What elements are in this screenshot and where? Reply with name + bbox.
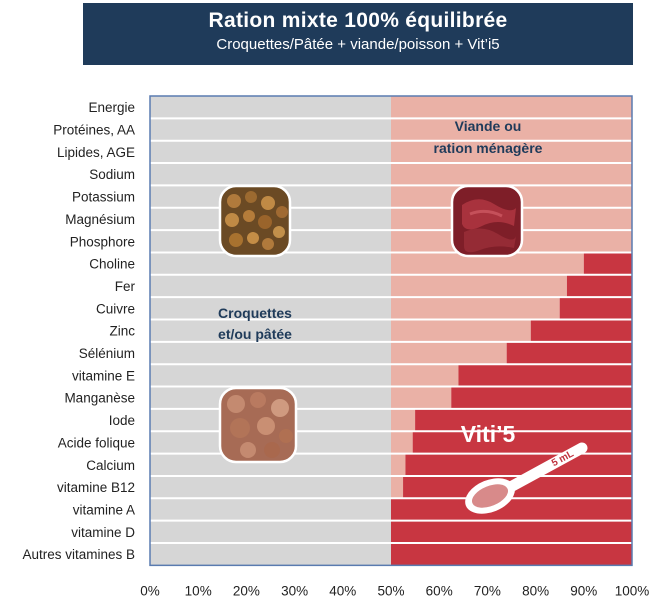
x-tick-label-1: 0%	[140, 583, 160, 598]
bar-segment-viande-3	[391, 140, 632, 164]
bar-segment-viti-15	[415, 408, 632, 432]
annotation-viande-line2: ration ménagère	[434, 140, 543, 156]
bar-segment-viande-18	[391, 475, 404, 499]
bar-segment-croquettes-10	[150, 297, 391, 320]
row-label-15: Iode	[109, 413, 135, 428]
row-label-3: Lipides, AGE	[57, 145, 135, 160]
bar-segment-viande-15	[391, 408, 416, 432]
bar-segment-viande-11	[391, 319, 531, 342]
annotation-croquettes-line2: et/ou pâtée	[218, 326, 292, 342]
bar-segment-croquettes-18	[150, 475, 391, 499]
row-label-17: Calcium	[86, 458, 135, 473]
bar-segment-croquettes-9	[150, 274, 391, 298]
bar-segment-croquettes-2	[150, 118, 391, 141]
bar-segment-croquettes-13	[150, 364, 391, 387]
title-banner: Ration mixte 100% équilibrée Croquettes/…	[83, 3, 633, 65]
row-label-21: Autres vitamines B	[22, 547, 135, 562]
bar-segment-croquettes-19	[150, 498, 391, 521]
row-label-20: vitamine D	[71, 525, 135, 540]
bar-segment-viti-11	[530, 319, 632, 342]
plot-frame	[149, 95, 633, 567]
row-label-1: Energie	[88, 100, 135, 115]
x-tick-label-11: 100%	[615, 583, 650, 598]
bar-segment-viti-13	[458, 364, 632, 387]
row-label-2: Protéines, AA	[53, 123, 135, 138]
bar-segment-viande-8	[391, 252, 584, 275]
row-label-14: Manganèse	[64, 391, 135, 406]
annotation-viande-line1: Viande ou	[455, 118, 522, 134]
bar-segment-viande-14	[391, 386, 452, 409]
row-label-4: Sodium	[89, 167, 135, 182]
bar-segment-viande-9	[391, 274, 567, 298]
bar-segment-viande-4	[391, 163, 632, 186]
chart-subtitle: Croquettes/Pâtée + viande/poisson + Vit’…	[216, 36, 500, 53]
row-label-19: vitamine A	[73, 502, 135, 517]
annotation-croquettes-line1: Croquettes	[218, 305, 292, 321]
x-tick-label-6: 50%	[377, 583, 404, 598]
bar-segment-viti-10	[559, 297, 632, 320]
x-tick-label-4: 30%	[281, 583, 308, 598]
bar-segment-viande-1	[391, 96, 632, 119]
row-label-13: vitamine E	[72, 368, 135, 383]
meat-photo-icon	[450, 184, 524, 258]
bar-segment-viti-16	[412, 431, 632, 454]
row-label-18: vitamine B12	[57, 480, 135, 495]
row-label-5: Potassium	[72, 190, 135, 205]
x-tick-label-9: 80%	[522, 583, 549, 598]
row-label-6: Magnésium	[65, 212, 135, 227]
row-label-7: Phosphore	[70, 234, 135, 249]
bar-segment-viti-12	[506, 341, 632, 365]
bar-segment-croquettes-12	[150, 341, 391, 365]
bar-segment-viti-8	[583, 252, 632, 275]
row-label-11: Zinc	[109, 324, 135, 339]
bar-segment-viande-16	[391, 431, 413, 454]
x-ticks-group: 0% 10% 20% 30% 40% 50% 60% 70% 80% 90% 100%	[140, 583, 649, 598]
bar-segment-croquettes-11	[150, 319, 391, 342]
bar-segment-viande-12	[391, 341, 507, 365]
bar-segment-viande-13	[391, 364, 459, 387]
pate-photo-icon	[218, 386, 298, 464]
x-tick-label-5: 40%	[329, 583, 356, 598]
annotation-viti: Viti’5	[461, 421, 516, 447]
row-label-9: Fer	[115, 279, 136, 294]
bar-segment-viande-2	[391, 118, 632, 141]
bar-segment-viti-9	[566, 274, 632, 298]
bar-segment-croquettes-17	[150, 453, 391, 476]
row-label-8: Choline	[89, 257, 135, 272]
bar-segment-viande-17	[391, 453, 406, 476]
row-label-16: Acide folique	[58, 435, 135, 450]
x-tick-label-3: 20%	[233, 583, 260, 598]
row-label-12: Sélénium	[79, 346, 135, 361]
bar-segment-croquettes-4	[150, 163, 391, 186]
row-labels-group: Energie Protéines, AA Lipides, AGE Sodium Po…	[22, 100, 135, 562]
x-tick-label-8: 70%	[474, 583, 501, 598]
bar-segment-croquettes-21	[150, 543, 391, 566]
croquettes-photo-icon	[218, 184, 292, 258]
bar-segment-viti-21	[391, 543, 632, 566]
bar-segment-viti-17	[405, 453, 632, 476]
row-label-10: Cuivre	[96, 301, 135, 316]
x-tick-label-2: 10%	[185, 583, 212, 598]
bar-segment-viti-14	[451, 386, 632, 409]
chart-title: Ration mixte 100% équilibrée	[208, 9, 508, 32]
bar-segment-croquettes-1	[150, 96, 391, 119]
bar-segment-viande-10	[391, 297, 560, 320]
bar-segment-croquettes-3	[150, 140, 391, 164]
bar-segment-croquettes-8	[150, 252, 391, 275]
bar-segment-viti-20	[391, 520, 632, 543]
x-tick-label-7: 60%	[426, 583, 453, 598]
spoon-icon: 5 mL	[465, 442, 588, 514]
x-tick-label-10: 90%	[570, 583, 597, 598]
bar-segment-croquettes-20	[150, 520, 391, 543]
bar-segment-viti-19	[391, 498, 632, 521]
